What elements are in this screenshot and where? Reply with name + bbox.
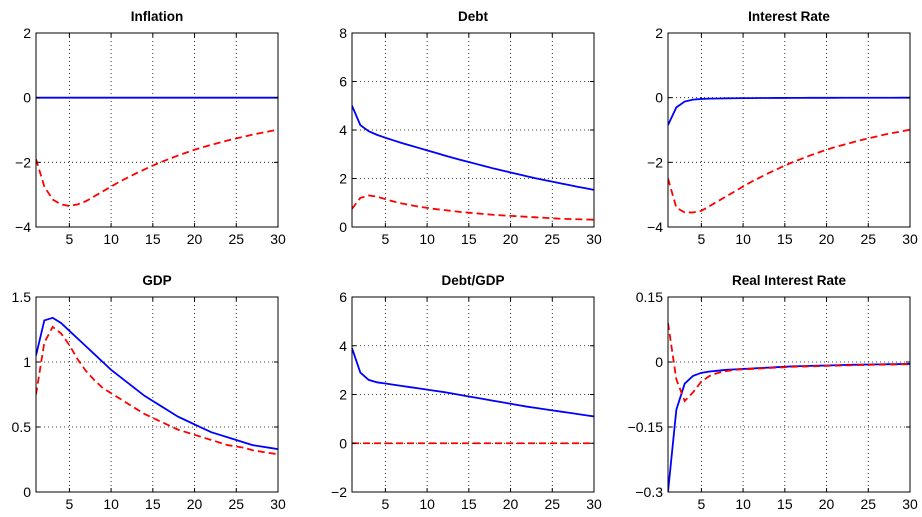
y-tick-label: −4 [647, 219, 663, 235]
x-tick-label: 25 [860, 496, 876, 512]
y-tick-label: 2 [655, 25, 663, 41]
y-tick-label: −0.3 [635, 484, 663, 500]
y-tick-label: −0.15 [628, 419, 664, 435]
axes-frame [35, 32, 279, 228]
x-tick-label: 25 [228, 231, 244, 247]
solid-blue-line [668, 96, 910, 126]
panel-title: GDP [142, 273, 171, 288]
x-tick-label: 5 [381, 231, 389, 247]
y-tick-label: 0 [23, 484, 31, 500]
panel-interest-rate: 5 10 15 20 25 30 −4 −2 0 2 Interest Rate [647, 9, 918, 247]
y-tick-label: −2 [15, 154, 31, 170]
x-tick-label: 30 [902, 496, 918, 512]
x-tick-label: 10 [735, 231, 751, 247]
x-tick-label: 20 [819, 231, 835, 247]
x-tick-label: 15 [777, 231, 793, 247]
x-tick-label: 15 [145, 496, 161, 512]
y-tick-label: 0 [23, 90, 31, 106]
x-tick-label: 10 [419, 496, 435, 512]
x-tick-label: 30 [586, 231, 602, 247]
y-tick-label: 2 [23, 25, 31, 41]
x-tick-label: 30 [270, 231, 286, 247]
x-tick-label: 15 [777, 496, 793, 512]
dashed-red-line [668, 322, 910, 403]
y-tick-label: 6 [339, 74, 347, 90]
plot-area [668, 33, 910, 227]
axes-frame [667, 32, 911, 228]
y-tick-label: 0 [655, 90, 663, 106]
plot-area [668, 297, 910, 492]
x-tick-label: 20 [187, 231, 203, 247]
y-tick-label: 0 [339, 435, 347, 451]
panel-debt: 5 10 15 20 25 30 0 2 4 6 8 Debt [339, 9, 602, 247]
dashed-red-line [36, 128, 278, 207]
x-tick-label: 25 [228, 496, 244, 512]
x-tick-label: 25 [544, 496, 560, 512]
solid-blue-line [36, 316, 278, 450]
x-tick-label: 10 [103, 496, 119, 512]
axes-frame [667, 296, 911, 493]
y-tick-label: 1 [23, 354, 31, 370]
x-tick-label: 5 [65, 231, 73, 247]
y-tick-label: 4 [339, 338, 347, 354]
x-tick-label: 5 [697, 496, 705, 512]
x-tick-label: 20 [819, 496, 835, 512]
x-tick-label: 25 [544, 231, 560, 247]
x-tick-label: 5 [65, 496, 73, 512]
y-tick-label: 0.5 [12, 419, 32, 435]
panel-real-interest-rate: 5 10 15 20 25 30 −0.3 −0.15 0 0.15 Real Interest R… [628, 273, 918, 512]
panel-inflation: 5 10 15 20 25 30 −4 −2 0 2 Inflation [15, 9, 286, 247]
y-tick-label: −4 [15, 219, 31, 235]
panel-title: Real Interest Rate [732, 273, 847, 288]
y-tick-label: 0 [339, 219, 347, 235]
y-tick-label: 4 [339, 122, 347, 138]
x-tick-label: 30 [270, 496, 286, 512]
x-tick-label: 30 [586, 496, 602, 512]
x-tick-label: 15 [461, 496, 477, 512]
x-tick-label: 10 [103, 231, 119, 247]
panel-title: Debt [458, 9, 489, 24]
plot-area [36, 33, 278, 227]
y-tick-label: −2 [647, 154, 663, 170]
dashed-red-line [668, 128, 910, 214]
panel-title: Inflation [131, 9, 184, 24]
x-tick-label: 5 [697, 231, 705, 247]
x-tick-label: 30 [902, 231, 918, 247]
y-tick-label: 2 [339, 171, 347, 187]
y-tick-label: 0.15 [636, 289, 663, 305]
y-tick-label: 1.5 [12, 289, 32, 305]
axes-frame [35, 296, 279, 493]
x-tick-label: 15 [461, 231, 477, 247]
x-tick-label: 10 [735, 496, 751, 512]
x-tick-label: 20 [187, 496, 203, 512]
x-tick-label: 20 [503, 496, 519, 512]
solid-blue-line [352, 105, 594, 191]
panel-gdp: 5 10 15 20 25 30 0 0.5 1 1.5 GDP [12, 273, 286, 512]
plot-area [36, 297, 278, 492]
x-tick-label: 5 [381, 496, 389, 512]
panel-title: Interest Rate [748, 9, 830, 24]
panel-debt-gdp: 5 10 15 20 25 30 −2 0 2 4 6 Debt/GDP [331, 273, 602, 512]
dashed-red-line [352, 194, 594, 221]
y-tick-label: 2 [339, 387, 347, 403]
panel-title: Debt/GDP [441, 273, 504, 288]
x-tick-label: 25 [860, 231, 876, 247]
y-tick-label: 8 [339, 25, 347, 41]
dashed-red-line [36, 325, 278, 456]
y-tick-label: 6 [339, 289, 347, 305]
y-tick-label: 0 [655, 354, 663, 370]
solid-blue-line [352, 347, 594, 418]
x-tick-label: 20 [503, 231, 519, 247]
x-tick-label: 10 [419, 231, 435, 247]
y-tick-label: −2 [331, 484, 347, 500]
x-tick-label: 15 [145, 231, 161, 247]
